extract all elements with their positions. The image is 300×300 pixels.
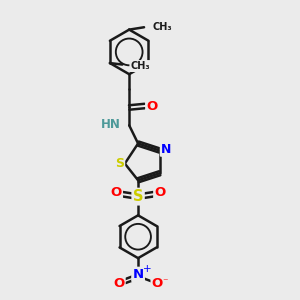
Text: O: O: [146, 100, 158, 112]
Text: S: S: [133, 189, 143, 204]
Text: O: O: [113, 277, 124, 290]
Text: S: S: [115, 157, 124, 170]
Text: N: N: [133, 268, 144, 281]
Text: O: O: [154, 186, 166, 199]
Text: +: +: [143, 264, 152, 274]
Text: O: O: [152, 277, 163, 290]
Text: O: O: [110, 186, 122, 199]
Text: ⁻: ⁻: [163, 278, 168, 287]
Text: CH₃: CH₃: [130, 61, 150, 71]
Text: CH₃: CH₃: [152, 22, 172, 32]
Text: HN: HN: [100, 118, 120, 131]
Text: N: N: [161, 142, 171, 155]
